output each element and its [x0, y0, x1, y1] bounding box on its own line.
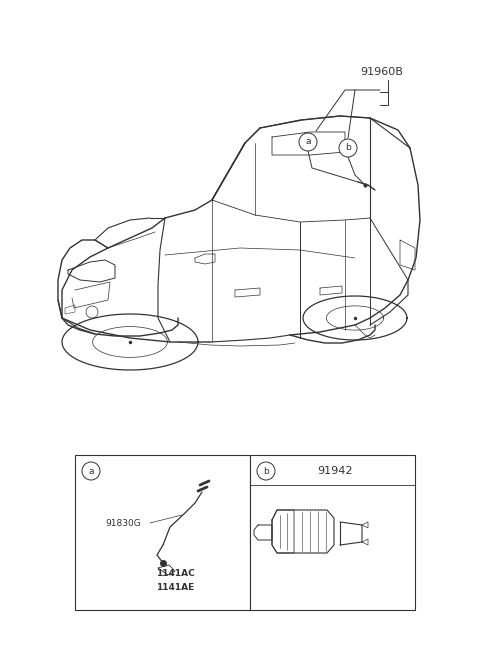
Circle shape [339, 139, 357, 157]
Text: 91942: 91942 [317, 466, 353, 476]
Text: a: a [88, 466, 94, 476]
Circle shape [257, 462, 275, 480]
Circle shape [82, 462, 100, 480]
Text: b: b [345, 143, 351, 153]
Text: 91960B: 91960B [360, 67, 403, 77]
Text: b: b [263, 466, 269, 476]
Text: 91830G: 91830G [105, 519, 141, 527]
Bar [250, 455, 415, 610]
Text: 1141AC: 1141AC [156, 569, 194, 578]
Text: a: a [305, 138, 311, 147]
Bar [75, 455, 250, 610]
Circle shape [299, 133, 317, 151]
Text: 1141AE: 1141AE [156, 584, 194, 593]
